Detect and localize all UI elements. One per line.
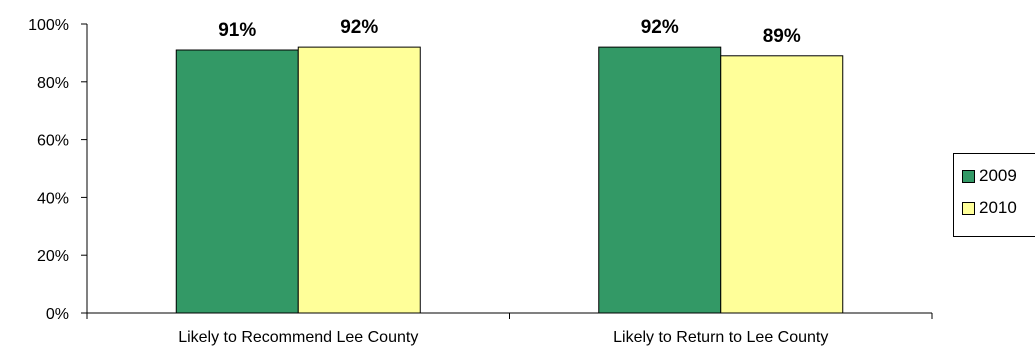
x-category-label: Likely to Recommend Lee County [178, 329, 418, 346]
data-label-2010-1: 89% [763, 26, 801, 47]
data-label-2009-1: 92% [641, 17, 679, 38]
legend-label-2009: 2009 [979, 166, 1017, 185]
bars [175, 46, 844, 314]
bar-2010-1 [720, 55, 844, 314]
y-tick-label: 60% [37, 133, 69, 150]
labels: 91% 92% Likely to Recommend Lee County 92% 8… [178, 17, 828, 346]
legend-label-2010: 2010 [979, 198, 1017, 217]
y-tick-label: 100% [28, 17, 69, 34]
legend-swatch-2010 [962, 201, 975, 215]
bar-2010-0 [297, 46, 421, 314]
bar-2009-0 [175, 49, 299, 314]
data-label-2010-0: 92% [340, 17, 378, 38]
legend-swatch-2009 [962, 169, 975, 183]
legend: 2009 2010 [953, 153, 1035, 237]
legend-item-2009: 2009 [962, 166, 1017, 186]
y-tick-label: 40% [37, 190, 69, 207]
x-category-label: Likely to Return to Lee County [613, 329, 828, 346]
y-tick-label: 20% [37, 248, 69, 265]
bar-2009-1 [598, 46, 722, 314]
y-tick-label: 0% [46, 306, 69, 323]
legend-item-2010: 2010 [962, 198, 1017, 218]
y-tick-label: 80% [37, 75, 69, 92]
data-label-2009-0: 91% [218, 20, 256, 41]
